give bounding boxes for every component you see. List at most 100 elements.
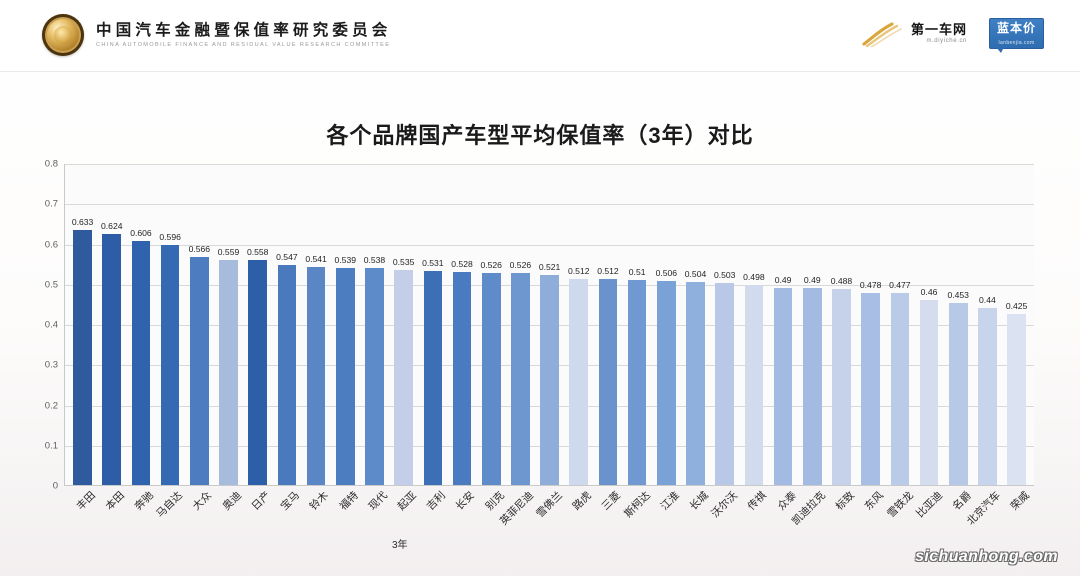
bar-slot[interactable]: 0.46 <box>914 164 943 485</box>
x-tick-label: 传祺 <box>746 489 770 513</box>
x-axis: 丰田 本田 奔驰 马自达 大众 奥迪 日产 宝马 铃木 福特 现代 起亚 吉利 长安 别克 英菲尼迪 雪佛兰 路虎… <box>64 488 1050 550</box>
x-tick-label: 长安 <box>453 489 478 513</box>
bar[interactable] <box>511 273 530 485</box>
bar[interactable] <box>160 245 180 485</box>
bar-slot[interactable]: 0.566 <box>185 164 214 485</box>
bar-slot[interactable]: 0.512 <box>564 164 593 485</box>
bar[interactable] <box>890 293 910 485</box>
bar[interactable] <box>686 282 705 485</box>
bar[interactable] <box>131 241 151 485</box>
bar-value-label: 0.477 <box>889 280 911 291</box>
bar-value-label: 0.512 <box>597 265 619 276</box>
chart-title: 各个品牌国产车型平均保值率（3年）对比 <box>326 123 754 148</box>
x-tick-label: 现代 <box>366 489 390 513</box>
bar[interactable] <box>248 260 268 485</box>
bar[interactable] <box>598 278 618 485</box>
partner-logo-diyiche[interactable]: 第一车网 m.diyiche.cn <box>862 21 967 47</box>
bar[interactable] <box>1007 313 1026 485</box>
bar-slot[interactable]: 0.44 <box>973 164 1002 485</box>
bar-slot[interactable]: 0.503 <box>710 164 739 485</box>
bar-slot[interactable]: 0.512 <box>593 164 622 485</box>
bar[interactable] <box>715 282 735 485</box>
partner-logo-lanbenjia[interactable]: 蓝本价 lanbenjia.com <box>988 18 1044 53</box>
bar[interactable] <box>744 284 764 485</box>
bar-value-label: 0.526 <box>480 260 502 271</box>
bar-value-label: 0.526 <box>509 260 532 271</box>
bar-slot[interactable]: 0.541 <box>302 164 331 485</box>
bar-slot[interactable]: 0.477 <box>885 164 914 485</box>
bar[interactable] <box>277 264 297 485</box>
bar[interactable] <box>773 287 793 485</box>
bar-slot[interactable]: 0.531 <box>418 164 447 485</box>
bar[interactable] <box>423 271 443 485</box>
bar-slot[interactable]: 0.535 <box>389 164 418 485</box>
y-tick-label: 0.2 <box>44 400 58 411</box>
bar-slot[interactable]: 0.498 <box>739 164 768 485</box>
bar-value-label: 0.547 <box>276 251 298 262</box>
bar-slot[interactable]: 0.521 <box>535 164 564 485</box>
x-tick-label: 斯柯达 <box>621 489 653 521</box>
bar-slot[interactable]: 0.49 <box>769 164 798 485</box>
bar-slot[interactable]: 0.504 <box>681 164 710 485</box>
bar-value-label: 0.498 <box>743 271 765 282</box>
organization-names: 中国汽车金融暨保值率研究委员会 CHINA AUTOMOBILE FINANCE… <box>96 22 392 48</box>
partner-diyiche-name-cn: 第一车网 <box>910 22 967 37</box>
bar-slot[interactable]: 0.547 <box>272 164 301 485</box>
bar-slot[interactable]: 0.633 <box>68 164 97 485</box>
bar-slot[interactable]: 0.49 <box>798 164 827 485</box>
bar-slot[interactable]: 0.559 <box>214 164 243 485</box>
bar[interactable] <box>394 269 413 485</box>
bar[interactable] <box>540 275 559 485</box>
bar[interactable] <box>365 268 384 485</box>
bar-slot[interactable]: 0.425 <box>1002 164 1031 485</box>
bar[interactable] <box>627 279 647 485</box>
bar-slot[interactable]: 0.624 <box>97 164 126 485</box>
bar[interactable] <box>335 268 355 485</box>
bar-value-label: 0.541 <box>305 254 327 265</box>
bar-slot[interactable]: 0.539 <box>331 164 360 485</box>
organization-branding: 中国汽车金融暨保值率研究委员会 CHINA AUTOMOBILE FINANCE… <box>42 14 392 56</box>
x-tick-label: 雪铁龙 <box>884 489 916 521</box>
bar[interactable] <box>481 273 501 485</box>
bar-slot[interactable]: 0.453 <box>944 164 973 485</box>
bar-slot[interactable]: 0.558 <box>243 164 272 485</box>
bar[interactable] <box>832 288 851 485</box>
x-tick-label: 雪佛兰 <box>534 489 565 521</box>
bar-value-label: 0.633 <box>71 217 94 228</box>
bar[interactable] <box>861 292 880 485</box>
y-tick-label: 0.1 <box>44 440 58 452</box>
x-tick-label: 日产 <box>249 489 273 513</box>
bar-slot[interactable]: 0.51 <box>623 164 652 485</box>
bar[interactable] <box>190 257 209 485</box>
bar-slot[interactable]: 0.506 <box>652 164 681 485</box>
bar-value-label: 0.538 <box>363 255 386 266</box>
bar[interactable] <box>657 281 676 485</box>
bar[interactable] <box>978 307 997 485</box>
bar-value-label: 0.521 <box>538 262 561 273</box>
bar[interactable] <box>102 233 122 485</box>
bar-slot[interactable]: 0.488 <box>827 164 856 485</box>
bar[interactable] <box>219 260 238 485</box>
x-tick-label: 奥迪 <box>220 489 244 513</box>
y-tick-label: 0.7 <box>44 198 58 210</box>
bar-slot[interactable]: 0.526 <box>506 164 535 485</box>
bar[interactable] <box>306 267 326 485</box>
gold-medal-seal-icon <box>42 14 84 56</box>
x-tick-label: 路虎 <box>570 489 595 513</box>
bar-slot[interactable]: 0.596 <box>156 164 185 485</box>
bar[interactable] <box>919 299 939 485</box>
bar-slot[interactable]: 0.538 <box>360 164 389 485</box>
bar[interactable] <box>452 272 472 485</box>
bar-slot[interactable]: 0.528 <box>447 164 476 485</box>
y-tick-label: 0.4 <box>44 319 58 331</box>
bar[interactable] <box>73 230 92 485</box>
bar-slot[interactable]: 0.526 <box>477 164 506 485</box>
bar-slot[interactable]: 0.478 <box>856 164 885 485</box>
x-tick-label: 比亚迪 <box>913 489 945 521</box>
bar-value-label: 0.528 <box>451 259 473 270</box>
bar-value-label: 0.49 <box>774 274 792 285</box>
bar-slot[interactable]: 0.606 <box>126 164 155 485</box>
bar[interactable] <box>569 278 589 485</box>
bar[interactable] <box>802 287 822 485</box>
bar[interactable] <box>948 302 968 485</box>
